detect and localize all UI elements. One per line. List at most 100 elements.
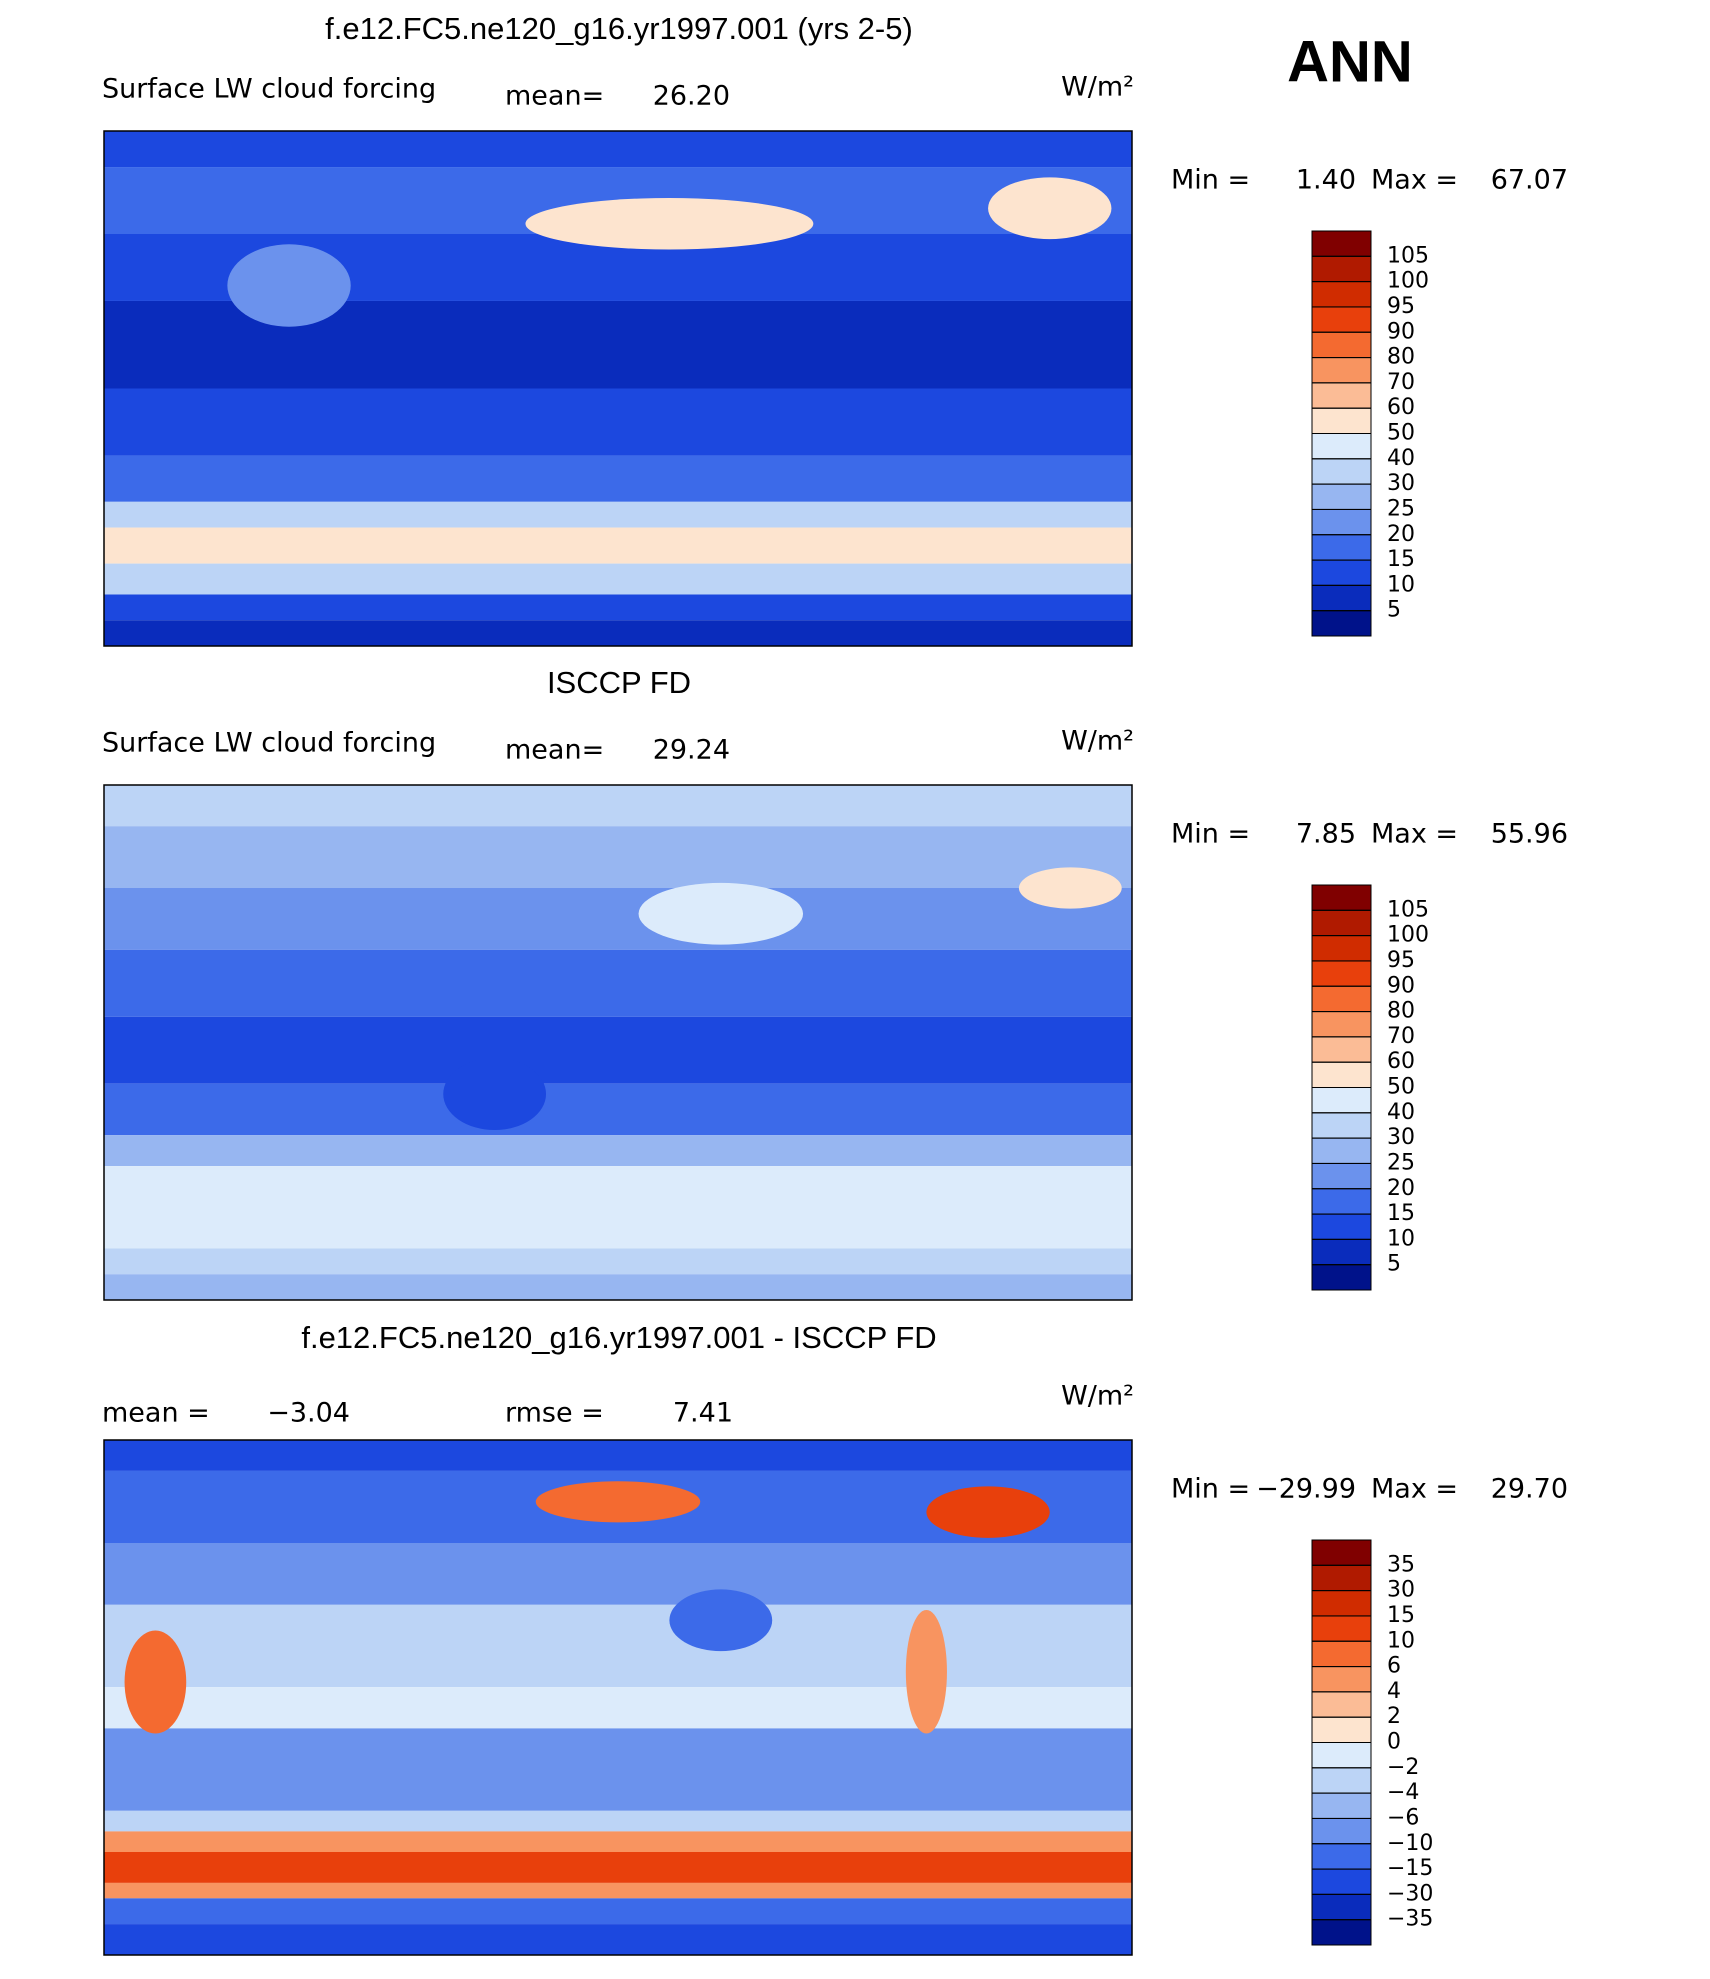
map-field xyxy=(104,1882,1132,1899)
colorbar-label: 25 xyxy=(1387,496,1415,521)
map-field xyxy=(104,785,1132,827)
stat-value: −3.04 xyxy=(267,1398,350,1429)
colorbar-box xyxy=(1311,1590,1372,1617)
min-value: 1.40 xyxy=(1296,165,1356,196)
stat-label: rmse = xyxy=(505,1398,604,1429)
colorbar-box xyxy=(1311,909,1372,937)
colorbar-box xyxy=(1311,610,1372,637)
colorbar-label: 20 xyxy=(1387,1176,1415,1201)
colorbar-label: 80 xyxy=(1387,999,1415,1024)
colorbar-box xyxy=(1311,1716,1372,1743)
colorbar-box xyxy=(1311,382,1372,409)
colorbar-label: 6 xyxy=(1387,1654,1401,1679)
min-value: 7.85 xyxy=(1296,819,1356,850)
map-field xyxy=(104,563,1132,595)
map-field xyxy=(104,1440,1132,1471)
colorbar-label: 50 xyxy=(1387,1075,1415,1100)
colorbar-label: 30 xyxy=(1387,471,1415,496)
colorbar-box xyxy=(1311,1767,1372,1794)
colorbar-box xyxy=(1311,1011,1372,1038)
colorbar-box xyxy=(1311,1640,1372,1668)
min-label: Min = xyxy=(1171,1474,1250,1505)
colorbar-box xyxy=(1311,534,1372,561)
colorbar-label: 105 xyxy=(1387,897,1429,922)
colorbar-box xyxy=(1311,483,1372,510)
colorbar-box xyxy=(1311,985,1372,1013)
colorbar-box xyxy=(1311,331,1372,359)
colorbar-label: 20 xyxy=(1387,522,1415,547)
map-field xyxy=(227,244,351,327)
season-title: ANN xyxy=(1287,29,1413,94)
map-frame xyxy=(103,1439,1133,1956)
map-frame xyxy=(103,784,1133,1301)
map-field xyxy=(926,1486,1050,1538)
colorbar-box xyxy=(1311,1036,1372,1063)
map-field xyxy=(104,527,1132,564)
colorbar-box xyxy=(1311,1615,1372,1642)
colorbar-box xyxy=(1311,1564,1372,1592)
colorbar-box xyxy=(1311,1919,1372,1946)
colorbar-box xyxy=(1311,1087,1372,1114)
stat-value: 26.20 xyxy=(653,81,730,112)
colorbar-label: 4 xyxy=(1387,1679,1401,1704)
map-field xyxy=(104,620,1132,646)
max-value: 29.70 xyxy=(1491,1474,1568,1505)
colorbar-box xyxy=(1311,1843,1372,1870)
units: W/m² xyxy=(1061,726,1134,757)
colorbar-label: 100 xyxy=(1387,923,1429,948)
colorbar-label: 15 xyxy=(1387,547,1415,572)
stat-value: 29.24 xyxy=(653,735,730,766)
map-field xyxy=(104,388,1132,456)
colorbar-label: −15 xyxy=(1387,1856,1433,1881)
colorbar-box xyxy=(1311,1893,1372,1921)
map-field xyxy=(638,882,804,945)
colorbar-box xyxy=(1311,1817,1372,1845)
map-field xyxy=(104,1810,1132,1832)
colorbar-label: 0 xyxy=(1387,1730,1401,1755)
colorbar-box xyxy=(1311,1112,1372,1139)
map xyxy=(103,1439,1133,1956)
variable-label: Surface LW cloud forcing xyxy=(102,728,436,759)
map-field xyxy=(104,1248,1132,1275)
map xyxy=(103,130,1133,647)
colorbar-box xyxy=(1311,1539,1372,1566)
map xyxy=(103,784,1133,1301)
colorbar-box xyxy=(1311,1792,1372,1819)
colorbar-box xyxy=(1311,306,1372,333)
map-field xyxy=(104,594,1132,621)
colorbar-box xyxy=(1311,458,1372,485)
map-field xyxy=(905,1609,947,1734)
colorbar-label: 90 xyxy=(1387,973,1415,998)
max-value: 67.07 xyxy=(1491,165,1568,196)
panel-title: ISCCP FD xyxy=(547,665,691,700)
stat-label: mean= xyxy=(505,81,604,112)
colorbar-label: 35 xyxy=(1387,1552,1415,1577)
colorbar-box xyxy=(1311,407,1372,434)
colorbar-label: 80 xyxy=(1387,345,1415,370)
colorbar-label: −10 xyxy=(1387,1831,1433,1856)
colorbar-box xyxy=(1311,1162,1372,1190)
colorbar-box xyxy=(1311,1742,1372,1769)
map-field xyxy=(443,1057,547,1131)
stat-value: 7.41 xyxy=(673,1398,733,1429)
colorbar-box xyxy=(1311,357,1372,384)
map-field xyxy=(525,197,814,250)
colorbar-box xyxy=(1311,433,1372,460)
panel-title: f.e12.FC5.ne120_g16.yr1997.001 (yrs 2-5) xyxy=(325,11,913,46)
colorbar-label: −6 xyxy=(1387,1805,1419,1830)
min-label: Min = xyxy=(1171,165,1250,196)
map-field xyxy=(104,1604,1132,1688)
stat-label: mean= xyxy=(505,735,604,766)
colorbar-box xyxy=(1311,255,1372,283)
colorbar-label: 15 xyxy=(1387,1201,1415,1226)
panel-title: f.e12.FC5.ne120_g16.yr1997.001 - ISCCP F… xyxy=(301,1320,936,1355)
colorbar-box xyxy=(1311,508,1372,536)
colorbar-label: 5 xyxy=(1387,1252,1401,1277)
colorbar-box xyxy=(1311,935,1372,962)
colorbar-label: 10 xyxy=(1387,1226,1415,1251)
map-field xyxy=(104,1687,1132,1729)
map-field xyxy=(1018,867,1122,909)
colorbar-label: 30 xyxy=(1387,1125,1415,1150)
colorbar-box xyxy=(1311,1666,1372,1693)
